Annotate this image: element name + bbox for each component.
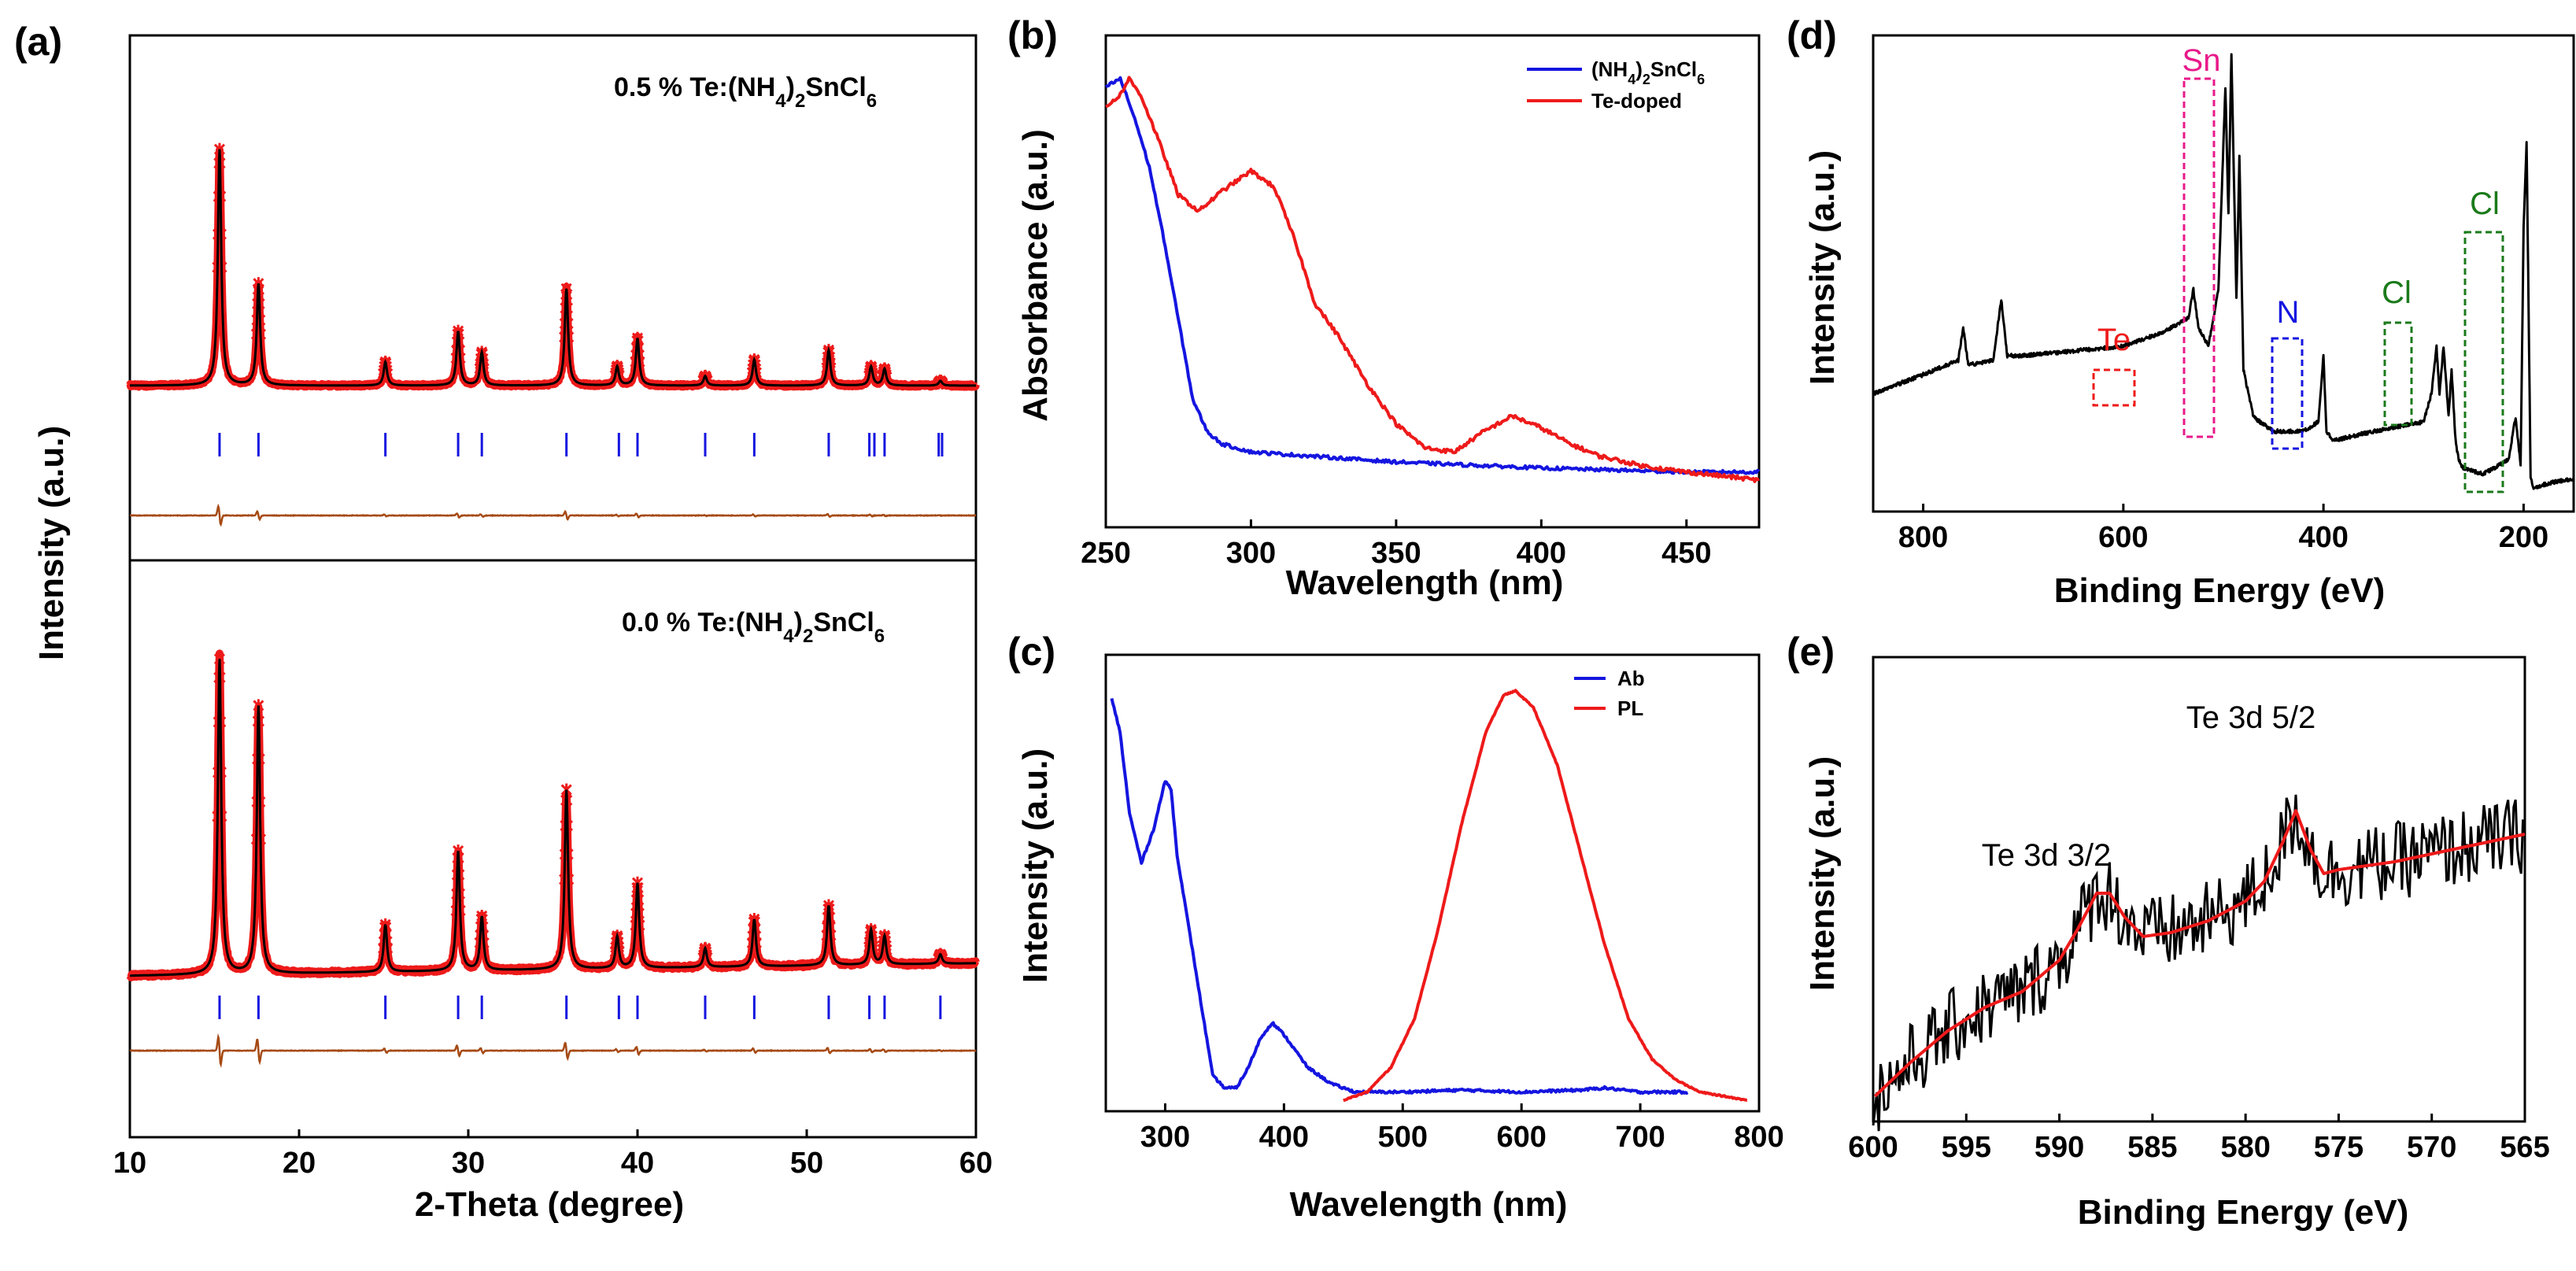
te-3d-3-2-label: Te 3d 3/2 xyxy=(1982,838,2112,873)
x-tick-label: 10 xyxy=(113,1147,146,1180)
sn-region-label: Sn xyxy=(2182,43,2221,78)
x-tick-label: 585 xyxy=(2127,1131,2177,1164)
x-tick-label: 600 xyxy=(1496,1121,1546,1154)
x-tick-label: 575 xyxy=(2314,1131,2363,1164)
n-region-label: N xyxy=(2277,295,2300,330)
ab-spectrum-line xyxy=(1110,697,1689,1095)
panel-a-y-axis-title: Intensity (a.u.) xyxy=(32,426,71,660)
cl-region-box-1 xyxy=(2383,321,2413,427)
x-tick-label: 800 xyxy=(1734,1121,1783,1154)
panel-d-x-axis-title: Binding Energy (eV) xyxy=(2054,571,2385,610)
panel-c-frame xyxy=(1104,653,1761,1113)
panel-b-legend: (NH4)2SnCl6 Te-doped xyxy=(1527,57,1705,113)
panel-d-frame xyxy=(1872,34,2575,513)
panel-a-plot-content xyxy=(126,142,980,1069)
panel-b-plot-content xyxy=(1104,76,1761,483)
panel-e-frame xyxy=(1872,656,2526,1123)
x-tick-label: 400 xyxy=(1259,1121,1309,1154)
panel-d-plot-content xyxy=(1872,53,2575,490)
panel-a-xrd: (a) Intensity (a.u.) 2-Theta (degree) 10… xyxy=(14,20,992,1224)
calculated-pattern-line xyxy=(130,149,976,387)
nh4-sncl6-absorbance-line xyxy=(1104,76,1761,475)
te-3d-raw-data-line xyxy=(1872,794,2525,1132)
panel-e-x-axis-title: Binding Energy (eV) xyxy=(2078,1193,2408,1232)
panel-b-x-axis-title: Wavelength (nm) xyxy=(1286,563,1564,602)
panel-d-xps-survey: (d) Intensity (a.u.) Binding Energy (eV)… xyxy=(1787,13,2575,610)
te-region-box xyxy=(2092,368,2136,407)
x-tick-label: 60 xyxy=(959,1147,992,1180)
x-tick-label: 50 xyxy=(790,1147,823,1180)
cl-region-box-2 xyxy=(2463,231,2504,493)
x-tick-label: 600 xyxy=(1848,1131,1898,1164)
panel-b-frame xyxy=(1104,34,1761,529)
panel-b-y-axis-title: Absorbance (a.u.) xyxy=(1016,129,1055,422)
panel-d-label: (d) xyxy=(1787,13,1837,57)
cl-region-label-2: Cl xyxy=(2470,187,2500,221)
panel-a-x-axis-title: 2-Theta (degree) xyxy=(415,1185,684,1224)
panel-a-top-sample-label: 0.5 % Te:(NH4)2SnCl6 xyxy=(614,72,877,112)
panel-c-label: (c) xyxy=(1007,630,1055,674)
x-tick-label: 450 xyxy=(1661,537,1711,570)
observed-pattern-line xyxy=(126,146,980,391)
panel-a-bottom-sample-label: 0.0 % Te:(NH4)2SnCl6 xyxy=(622,608,885,647)
x-tick-label: 595 xyxy=(1942,1131,1991,1164)
legend-label-nh4: (NH4)2SnCl6 xyxy=(1591,57,1705,87)
panel-b-x-ticks: 250 300 350 400 450 xyxy=(1081,519,1711,570)
panel-b-absorbance: (b) Absorbance (a.u.) Wavelength (nm) 25… xyxy=(1007,13,1761,602)
panel-b-label: (b) xyxy=(1007,13,1058,57)
x-tick-label: 40 xyxy=(621,1147,654,1180)
sn-region-box xyxy=(2182,77,2216,438)
panel-a-x-ticks: 10 20 30 40 50 60 xyxy=(113,1129,992,1180)
panel-c-plot-content xyxy=(1110,689,1748,1103)
panel-d-annotations: Te Sn N Cl Cl xyxy=(2092,43,2504,493)
x-tick-label: 350 xyxy=(1371,537,1421,570)
panel-d-y-axis-title: Intensity (a.u.) xyxy=(1803,150,1842,385)
te-region-label: Te xyxy=(2097,323,2131,357)
panel-c-ab-pl: (c) Intensity (a.u.) Wavelength (nm) 300… xyxy=(1007,630,1784,1224)
difference-curve xyxy=(130,503,976,527)
panel-c-legend: Ab PL xyxy=(1574,667,1645,720)
te-doped-absorbance-line xyxy=(1105,76,1760,483)
calculated-pattern-line xyxy=(130,659,976,977)
panel-e-label: (e) xyxy=(1787,630,1835,674)
panel-c-x-ticks: 300 400 500 600 700 800 xyxy=(1140,1103,1784,1154)
x-tick-label: 200 xyxy=(2499,521,2548,554)
panel-d-x-ticks: 800 600 400 200 xyxy=(1898,504,2548,554)
x-tick-label: 580 xyxy=(2220,1131,2270,1164)
x-tick-label: 565 xyxy=(2500,1131,2549,1164)
x-tick-label: 700 xyxy=(1615,1121,1665,1154)
x-tick-label: 400 xyxy=(1517,537,1566,570)
te-3d-5-2-label: Te 3d 5/2 xyxy=(2186,700,2316,735)
x-tick-label: 250 xyxy=(1081,537,1130,570)
panel-e-x-ticks: 600 595 590 585 580 575 570 565 xyxy=(1848,1114,2550,1164)
panel-c-y-axis-title: Intensity (a.u.) xyxy=(1016,748,1055,983)
legend-label-pl: PL xyxy=(1617,696,1643,720)
x-tick-label: 30 xyxy=(452,1147,485,1180)
panel-e-xps-te3d: (e) Intensity (a.u.) Binding Energy (eV)… xyxy=(1787,630,2550,1232)
panel-a-frame xyxy=(128,34,978,1139)
pl-spectrum-line xyxy=(1343,689,1748,1103)
x-tick-label: 300 xyxy=(1226,537,1276,570)
x-tick-label: 590 xyxy=(2035,1131,2084,1164)
x-tick-label: 600 xyxy=(2098,521,2148,554)
panel-a-label: (a) xyxy=(14,20,62,64)
legend-label-te-doped: Te-doped xyxy=(1591,89,1682,113)
panel-e-plot-content xyxy=(1872,794,2526,1132)
x-tick-label: 300 xyxy=(1140,1121,1190,1154)
x-tick-label: 400 xyxy=(2298,521,2348,554)
xps-survey-line xyxy=(1872,53,2575,490)
cl-region-label-1: Cl xyxy=(2382,275,2412,310)
x-tick-label: 800 xyxy=(1898,521,1948,554)
x-tick-label: 500 xyxy=(1378,1121,1428,1154)
panel-e-y-axis-title: Intensity (a.u.) xyxy=(1803,756,1842,991)
difference-curve xyxy=(129,1033,977,1069)
legend-label-ab: Ab xyxy=(1617,667,1645,690)
te-3d-fit-line xyxy=(1873,809,2526,1098)
panel-c-x-axis-title: Wavelength (nm) xyxy=(1290,1185,1568,1224)
n-region-box xyxy=(2271,337,2304,450)
x-tick-label: 570 xyxy=(2407,1131,2456,1164)
x-tick-label: 20 xyxy=(283,1147,316,1180)
